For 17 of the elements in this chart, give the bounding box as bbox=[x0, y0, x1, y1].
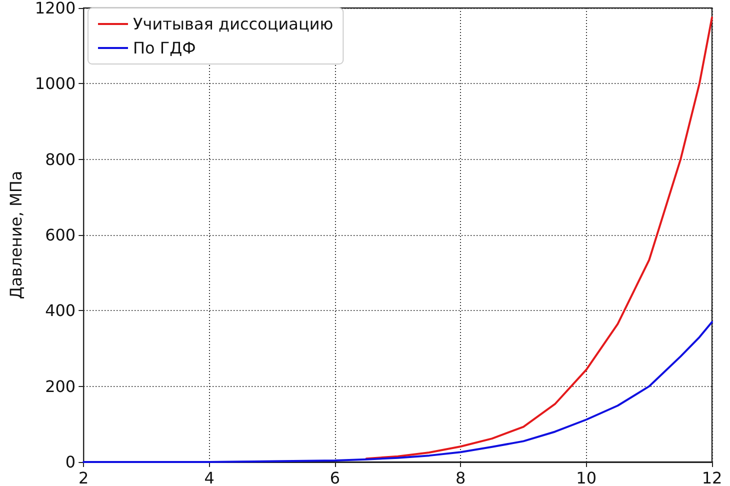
x-tick-label: 12 bbox=[702, 468, 722, 486]
y-tick-label: 1000 bbox=[34, 74, 76, 94]
y-tick-label: 600 bbox=[45, 226, 76, 244]
x-tick-label: 2 bbox=[78, 468, 89, 486]
line-series bbox=[365, 16, 713, 460]
x-tick-label: 8 bbox=[456, 468, 466, 486]
x-tick-label: 10 bbox=[576, 468, 597, 486]
y-tick-label: 400 bbox=[45, 301, 76, 320]
legend-label: Учитывая диссоциацию bbox=[133, 14, 334, 34]
y-tick-label: 0 bbox=[65, 452, 76, 472]
y-axis-title: Давление, МПа bbox=[6, 170, 26, 300]
y-tick-label: 1200 bbox=[34, 0, 76, 18]
x-tick-label: 4 bbox=[204, 468, 214, 486]
y-tick-label: 200 bbox=[45, 376, 76, 396]
legend-label: По ГДФ bbox=[133, 38, 196, 58]
y-tick-label: 800 bbox=[45, 150, 76, 169]
x-tick-label: 6 bbox=[330, 468, 340, 486]
